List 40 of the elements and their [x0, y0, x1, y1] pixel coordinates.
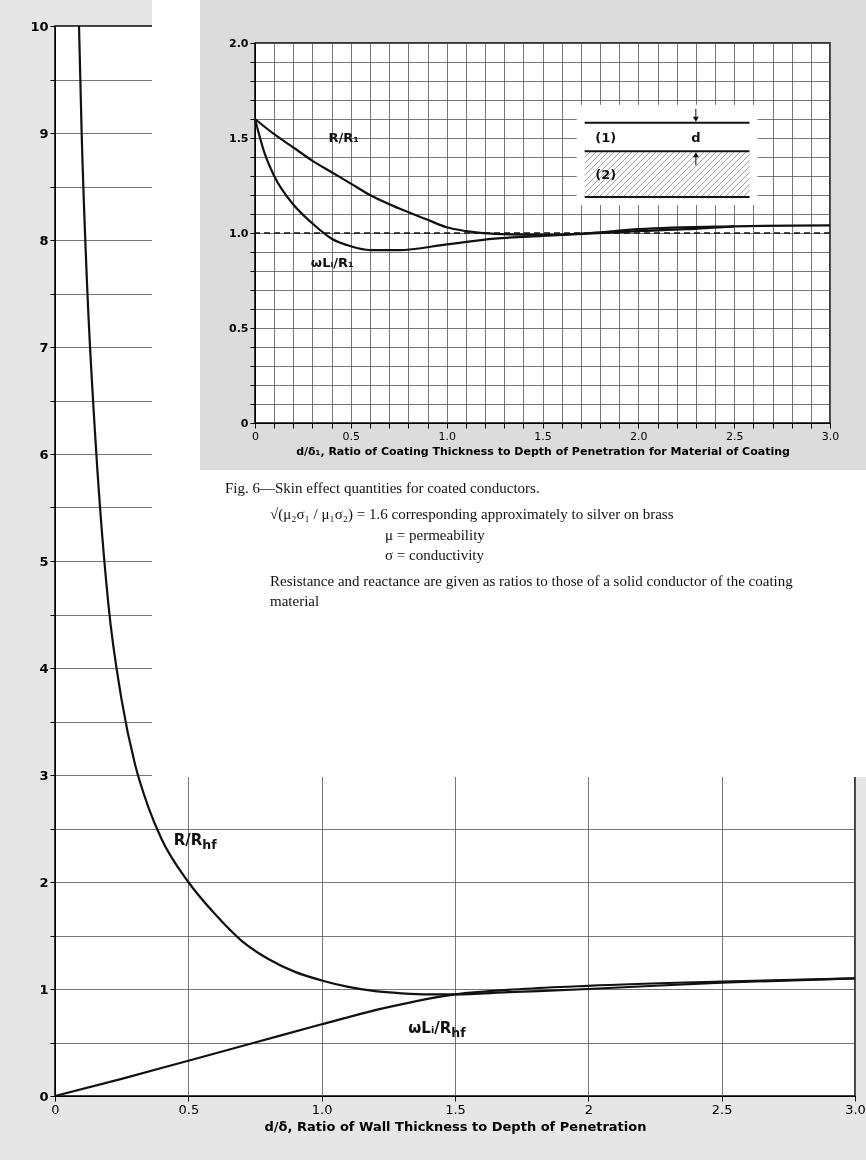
x-axis-title: d/δ₁, Ratio of Coating Thickness to Depth of Penetration for Material of Coating [296, 444, 790, 458]
x-tick-label: 0.5 [178, 1101, 200, 1117]
x-tick-label: 0 [51, 1101, 60, 1117]
x-tick-label: 3.0 [821, 429, 840, 443]
x-tick-label: 1.0 [311, 1101, 333, 1117]
y-tick-label: 2.0 [229, 36, 249, 50]
annotation: σ = conductivity [385, 545, 486, 565]
y-tick-label: 0.5 [229, 321, 249, 335]
annotation: d [691, 129, 701, 145]
x-tick-label: 1.5 [534, 429, 552, 443]
y-tick-label: 7 [39, 339, 49, 355]
y-tick-label: 1.0 [229, 226, 249, 240]
text: Fig. 6—Skin effect quantities for coated conductors. [225, 479, 541, 498]
y-tick-label: 10 [30, 18, 49, 34]
x-tick-label: 1.5 [445, 1101, 466, 1117]
annotation: μ = permeability [385, 525, 486, 545]
y-tick-label: 1 [39, 981, 49, 997]
x-tick-label: 2.5 [711, 1101, 733, 1117]
x-tick-label: 2 [584, 1101, 593, 1117]
y-tick-label: 0 [240, 416, 249, 430]
x-tick-label: 2.0 [630, 429, 648, 443]
y-tick-label: 0 [39, 1088, 49, 1104]
annotation: (2) [595, 166, 617, 182]
y-tick-label: 4 [39, 660, 49, 676]
x-tick-label: 3.0 [845, 1101, 866, 1117]
y-tick-label: 2 [39, 874, 49, 890]
y-tick-label: 5 [39, 553, 49, 569]
annotation: (1) [595, 129, 617, 145]
x-tick-label: 0 [252, 429, 259, 443]
x-tick-label: 2.5 [725, 429, 744, 443]
x-axis-title: d/δ, Ratio of Wall Thickness to Depth of Penetration [264, 1118, 647, 1134]
annotation: Resistance and reactance are given as ratios to those of a solid conductor of the coating material [270, 572, 794, 612]
annotation: √(μ₂σ₁ / μ₁σ₂) = 1.6 corresponding approximately to silver on brass [270, 505, 675, 525]
y-tick-label: 8 [39, 232, 49, 248]
y-tick-label: 3 [39, 767, 49, 783]
y-tick-label: 6 [39, 446, 49, 462]
x-tick-label: 0.5 [342, 429, 361, 443]
y-tick-label: 9 [39, 125, 49, 141]
x-tick-label: 1.0 [438, 429, 456, 443]
y-tick-label: 1.5 [229, 131, 249, 145]
